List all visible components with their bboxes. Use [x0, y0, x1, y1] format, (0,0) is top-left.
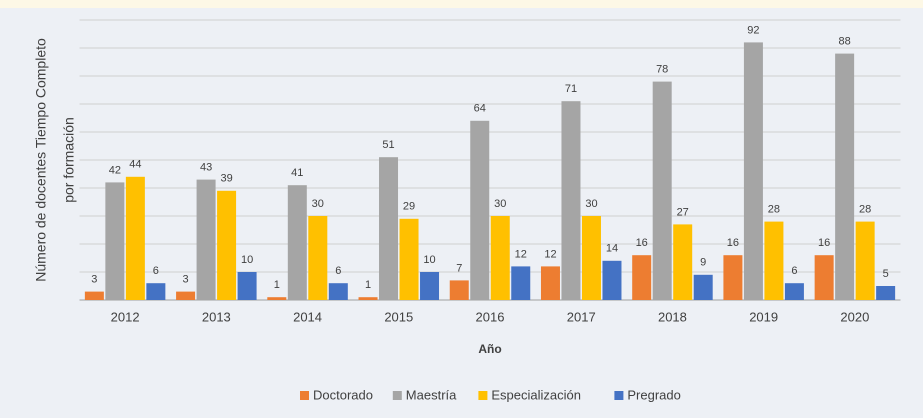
bar	[723, 255, 743, 300]
value-label: 6	[791, 265, 797, 277]
x-tick-label: 2019	[749, 309, 778, 324]
bar	[267, 297, 287, 300]
value-label: 9	[700, 257, 706, 269]
bar	[561, 101, 581, 300]
value-label: 30	[312, 198, 324, 210]
value-label: 92	[747, 24, 759, 36]
bar	[743, 42, 763, 301]
value-label: 1	[274, 279, 280, 291]
value-label: 44	[129, 159, 141, 171]
bar	[84, 291, 104, 300]
bar	[764, 221, 784, 300]
bar	[490, 216, 510, 300]
value-label: 1	[365, 279, 371, 291]
value-label: 3	[91, 274, 97, 286]
value-label: 28	[768, 204, 780, 216]
bar	[449, 280, 469, 300]
value-label: 30	[494, 198, 506, 210]
value-label: 51	[382, 139, 394, 151]
value-label: 10	[241, 254, 253, 266]
x-tick-label: 2018	[658, 309, 687, 324]
value-label: 16	[727, 237, 739, 249]
bar	[176, 291, 196, 300]
value-label: 16	[636, 237, 648, 249]
bar	[105, 182, 125, 300]
bar	[602, 260, 622, 300]
bar	[835, 53, 855, 300]
x-tick-label: 2020	[840, 309, 869, 324]
legend-label: Pregrado	[627, 387, 680, 402]
bar	[358, 297, 378, 300]
value-label: 6	[153, 265, 159, 277]
value-label: 39	[220, 173, 232, 185]
bar	[540, 266, 560, 300]
legend-swatch	[478, 391, 488, 400]
bar	[217, 190, 237, 300]
bar	[693, 274, 713, 300]
bar	[125, 176, 145, 300]
value-label: 12	[544, 248, 556, 260]
bar	[855, 221, 875, 300]
bar	[581, 216, 601, 300]
value-label: 10	[423, 254, 435, 266]
bar	[673, 224, 693, 300]
legend-label: Maestría	[406, 387, 457, 402]
value-label: 12	[515, 248, 527, 260]
value-label: 5	[883, 268, 889, 280]
value-label: 27	[677, 206, 689, 218]
bar	[308, 216, 328, 300]
x-tick-label: 2016	[476, 309, 505, 324]
x-tick-label: 2013	[202, 309, 231, 324]
value-label: 7	[456, 262, 462, 274]
bar	[652, 81, 672, 300]
legend-label: Especialización	[491, 387, 581, 402]
bar	[632, 255, 652, 300]
bar	[511, 266, 531, 300]
legend-swatch	[300, 391, 309, 400]
value-label: 43	[200, 162, 212, 174]
value-label: 30	[585, 198, 597, 210]
bar	[420, 272, 440, 300]
value-label: 88	[839, 36, 851, 48]
y-axis-title-line: Número de docentes Tiempo Completo	[33, 38, 49, 282]
y-axis-title-line: por formación	[61, 117, 77, 203]
legend-swatch	[614, 391, 624, 400]
bar	[470, 120, 490, 300]
bar	[146, 283, 166, 300]
value-label: 29	[403, 201, 415, 213]
value-label: 16	[818, 237, 830, 249]
value-label: 6	[335, 265, 341, 277]
bar	[196, 179, 216, 300]
bar	[876, 286, 896, 300]
value-label: 3	[183, 274, 189, 286]
bar	[814, 255, 834, 300]
value-label: 41	[291, 167, 303, 179]
value-label: 28	[859, 204, 871, 216]
x-axis-title: Año	[478, 342, 501, 356]
x-tick-label: 2017	[567, 309, 596, 324]
legend-swatch	[392, 391, 402, 400]
value-label: 14	[606, 243, 618, 255]
bar	[287, 185, 307, 300]
legend-label: Doctorado	[313, 387, 373, 402]
bar	[328, 283, 348, 300]
y-axis-title: Número de docentes Tiempo Completo por f…	[33, 38, 77, 282]
bar	[784, 283, 804, 300]
x-tick-label: 2015	[384, 309, 413, 324]
bar	[379, 157, 399, 300]
value-label: 78	[656, 64, 668, 76]
value-label: 64	[474, 103, 486, 115]
value-label: 71	[565, 83, 577, 95]
x-tick-label: 2012	[111, 309, 140, 324]
x-tick-label: 2014	[293, 309, 322, 324]
bar	[237, 272, 257, 300]
bar	[399, 218, 419, 300]
value-label: 42	[109, 164, 121, 176]
